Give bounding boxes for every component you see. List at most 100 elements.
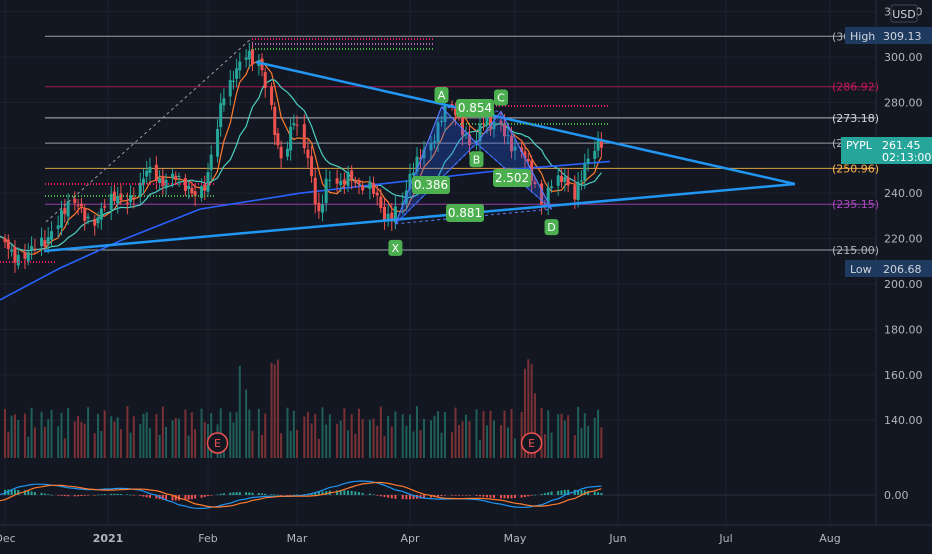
macd-signal-line xyxy=(0,481,602,508)
macd-histogram-bar xyxy=(60,495,63,496)
candle-body xyxy=(401,202,405,206)
macd-histogram-bar xyxy=(347,490,350,495)
macd-histogram-bar xyxy=(440,495,443,497)
volume-bar xyxy=(187,435,190,458)
macd-histogram-bar xyxy=(184,495,187,501)
candle-body xyxy=(174,175,178,180)
pattern-ratio-badge xyxy=(446,204,484,222)
volume-bar xyxy=(543,434,546,458)
macd-histogram-bar xyxy=(100,494,103,495)
macd-histogram-bar xyxy=(493,495,495,498)
candle-body xyxy=(33,248,37,250)
volume-bar xyxy=(142,413,145,458)
macd-histogram-bar xyxy=(339,490,342,495)
macd-histogram-bar xyxy=(286,495,289,496)
macd-histogram-bar xyxy=(210,495,213,496)
candle-body xyxy=(56,225,60,229)
macd-histogram-bar xyxy=(376,495,379,496)
volume-bar xyxy=(523,368,526,458)
macd-histogram-bar xyxy=(280,495,283,496)
candle-body xyxy=(368,181,372,190)
macd-histogram-bar xyxy=(30,491,33,495)
macd-histogram-bar xyxy=(7,489,10,495)
macd-histogram-bar xyxy=(80,495,83,497)
volume-bar xyxy=(110,416,113,458)
macd-histogram-bar xyxy=(412,495,415,500)
trendlines[interactable] xyxy=(0,37,796,263)
macd-histogram-bar xyxy=(219,493,222,495)
candle-body xyxy=(357,181,361,185)
macd-histogram-bar xyxy=(238,492,241,495)
macd-histogram-bar xyxy=(475,495,478,496)
candle-body xyxy=(6,239,10,249)
harmonic-pattern[interactable]: X A B C D 0.854 0.386 2.502 0.881 xyxy=(388,86,559,256)
macd-histogram-bar xyxy=(232,492,235,495)
candle-body xyxy=(317,202,321,212)
macd-histogram-bar xyxy=(325,491,328,495)
candle-body xyxy=(183,178,187,191)
macd-histogram-bar xyxy=(33,492,36,495)
macd-histogram-bar xyxy=(129,494,132,496)
volume-bar xyxy=(184,409,187,458)
candle-body xyxy=(30,245,34,250)
candle-body xyxy=(526,158,530,162)
candle-body xyxy=(313,177,317,205)
macd-histogram-bar xyxy=(273,494,276,496)
candle-body xyxy=(489,115,492,129)
volume-bar xyxy=(533,393,536,458)
macd-histogram-bar xyxy=(547,492,550,495)
macd-histogram-bar xyxy=(419,495,422,499)
volume-bar xyxy=(430,420,432,458)
earnings-marker-label: E xyxy=(214,437,221,450)
volume-bar xyxy=(47,419,50,458)
candle-body xyxy=(289,126,293,151)
macd-histogram-bar xyxy=(454,495,457,496)
currency-badge[interactable] xyxy=(890,4,918,23)
volume-bar xyxy=(409,414,411,458)
volume-bar xyxy=(394,411,397,458)
volume-bar xyxy=(580,427,583,458)
macd-histogram-bar xyxy=(458,495,460,496)
volume-bar xyxy=(200,408,203,458)
candle-body xyxy=(443,105,447,122)
candle-body xyxy=(66,201,70,217)
volume-bar xyxy=(560,413,563,458)
candle-body xyxy=(475,140,478,145)
y-tick-label: 180.00 xyxy=(884,323,923,336)
volume-bar xyxy=(593,417,596,458)
volume-bar xyxy=(489,410,492,458)
volume-bar xyxy=(405,425,408,458)
volume-bar xyxy=(174,417,177,458)
candle-body xyxy=(187,185,191,189)
candle-body xyxy=(263,71,267,88)
pattern-point-label: B xyxy=(473,153,481,166)
candle-body xyxy=(244,57,248,60)
candle-body xyxy=(573,185,577,200)
macd-histogram-bar xyxy=(113,493,116,495)
x-tick-label: Jun xyxy=(608,532,626,545)
macd-histogram-bar xyxy=(503,495,506,499)
macd-histogram-bar xyxy=(593,491,596,495)
candle-body xyxy=(285,148,289,157)
candle-body xyxy=(276,133,280,146)
macd-histogram-bar xyxy=(47,494,50,495)
x-tick-labels: Dec 2021 Feb Mar Apr May Jun Jul Aug xyxy=(0,532,841,545)
candle-body xyxy=(96,217,100,224)
volume-bar xyxy=(540,407,543,458)
volume-bar xyxy=(276,359,279,458)
candle-body xyxy=(566,177,570,186)
macd-histogram-bar xyxy=(216,494,219,496)
candle-body xyxy=(83,208,87,221)
volume-bar xyxy=(343,408,346,458)
candle-body xyxy=(103,206,107,208)
candle-body xyxy=(23,252,27,259)
ma-long-line xyxy=(0,160,611,301)
candle-body xyxy=(415,156,419,172)
candle-body xyxy=(3,238,7,243)
volume-bar xyxy=(296,430,298,458)
x-tick-label: Feb xyxy=(198,532,217,545)
